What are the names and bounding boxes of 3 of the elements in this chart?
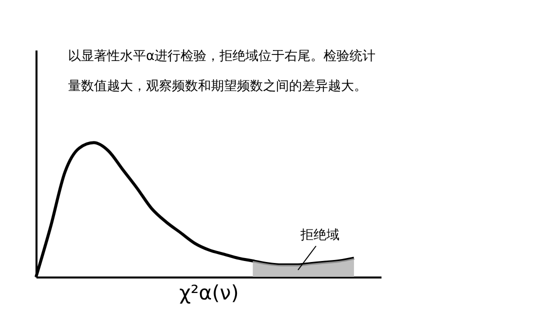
chart-title: 以显著性水平α进行检验，拒绝域位于右尾。检验统计量数值越大，观察频数和期望频数之间的差异越大。 xyxy=(68,49,376,94)
x-axis-title: χ²α(ν) xyxy=(179,280,239,304)
annotation: 拒绝域 xyxy=(300,228,340,243)
